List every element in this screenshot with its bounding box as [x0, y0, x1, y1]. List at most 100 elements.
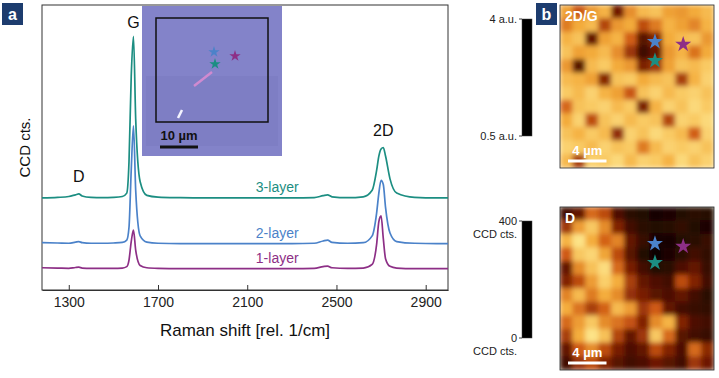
map-cell: [663, 59, 676, 73]
spectrum-line: [42, 216, 448, 269]
map-cell: [586, 32, 599, 46]
map-cell: [650, 356, 663, 370]
map-cell: [611, 275, 624, 289]
map-cell: [688, 32, 701, 46]
map-cell: [611, 46, 624, 60]
map-cell: [701, 19, 714, 33]
x-tick-label: 2500: [321, 294, 352, 310]
map-cell: [688, 46, 701, 60]
map-cell: [701, 87, 714, 101]
map-cell: [637, 5, 650, 19]
map-cell: [701, 221, 714, 235]
x-tick-mark: [336, 285, 337, 290]
map-cell: [650, 73, 663, 87]
map-title: D: [565, 210, 575, 226]
x-tick: 2500: [321, 285, 352, 310]
map-cell: [701, 141, 714, 155]
map-cell: [573, 316, 586, 330]
series-label: 2-layer: [256, 225, 299, 241]
map-cell: [637, 127, 650, 141]
map-cell: [663, 100, 676, 114]
map-cell: [586, 87, 599, 101]
map-cell: [624, 248, 637, 262]
map-cell: [586, 59, 599, 73]
map-cell: [663, 302, 676, 316]
map-cell: [650, 207, 663, 221]
map-cell: [663, 73, 676, 87]
map-cell: [676, 356, 689, 370]
map-cell: [663, 127, 676, 141]
map-cell: [676, 275, 689, 289]
map-cell: [701, 289, 714, 303]
map-cell: [611, 114, 624, 128]
map-cell: [611, 261, 624, 275]
map-cell: [624, 100, 637, 114]
map-cell: [676, 154, 689, 168]
map-cell: [611, 343, 624, 357]
map: [560, 207, 714, 370]
map-cell: [676, 221, 689, 235]
map-cell: [676, 59, 689, 73]
map-cell: [573, 329, 586, 343]
map-cell: [573, 87, 586, 101]
map-cell: [573, 114, 586, 128]
map-cell: [688, 234, 701, 248]
map-cell: [663, 234, 676, 248]
scale-bar: [568, 160, 607, 163]
map-cell: [599, 32, 612, 46]
map-cell: [611, 289, 624, 303]
map-cell: [676, 114, 689, 128]
map-cell: [676, 329, 689, 343]
x-tick-label: 1700: [143, 294, 174, 310]
map-cell: [650, 221, 663, 235]
map-cell: [624, 275, 637, 289]
panel-letter-box: b: [536, 3, 557, 25]
map-cell: [676, 289, 689, 303]
map-cell: [637, 87, 650, 101]
x-tick: 2100: [232, 285, 263, 310]
map-cell: [650, 5, 663, 19]
map-cell: [701, 46, 714, 60]
map-cell: [611, 234, 624, 248]
map-cell: [701, 248, 714, 262]
map-cell: [586, 261, 599, 275]
map-cell: [688, 289, 701, 303]
map-cell: [599, 59, 612, 73]
map-cell: [560, 114, 573, 128]
map-cell: [611, 154, 624, 168]
inset-star: [209, 58, 220, 69]
map-cell: [573, 32, 586, 46]
map-cell: [573, 59, 586, 73]
map-cell: [688, 261, 701, 275]
map-cell: [586, 316, 599, 330]
map-cell: [599, 19, 612, 33]
map-cell: [637, 19, 650, 33]
map-cell: [624, 114, 637, 128]
map-cell: [637, 275, 650, 289]
map-cell: [560, 275, 573, 289]
map-cell: [599, 289, 612, 303]
map-cell: [624, 289, 637, 303]
map-cell: [624, 234, 637, 248]
map-cell: [663, 316, 676, 330]
map-cell: [663, 261, 676, 275]
series-label: 3-layer: [256, 179, 299, 195]
map-cell: [586, 329, 599, 343]
map-cell: [637, 73, 650, 87]
y-axis-title: CCD cts.: [16, 118, 33, 178]
map-cell: [688, 275, 701, 289]
map-frame: [560, 207, 714, 370]
map-cells: [560, 5, 714, 168]
map-cell: [650, 141, 663, 155]
map-cell: [586, 302, 599, 316]
map-cell: [586, 46, 599, 60]
map-cell: [624, 207, 637, 221]
map-cell: [637, 343, 650, 357]
map-cell: [586, 114, 599, 128]
map-cell: [637, 100, 650, 114]
map-cell: [599, 302, 612, 316]
map-cell: [637, 59, 650, 73]
map-cell: [688, 302, 701, 316]
map-cell: [688, 329, 701, 343]
map-cell: [637, 289, 650, 303]
